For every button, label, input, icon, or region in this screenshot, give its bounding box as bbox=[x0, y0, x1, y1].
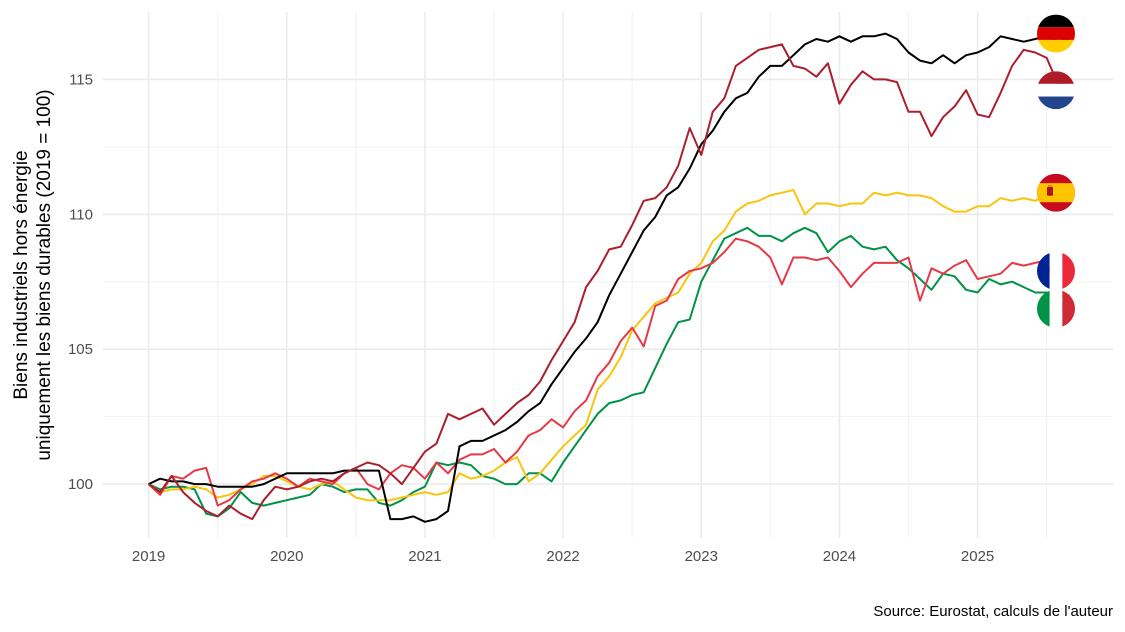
flag-icon-nl bbox=[1037, 71, 1075, 110]
axis-ticks: 100 105 110 115 2019 2020 2021 2022 2023 2024 2025 bbox=[68, 71, 994, 565]
x-tick-label: 2025 bbox=[961, 548, 994, 565]
series-line-nl bbox=[148, 43, 1070, 521]
y-tick-label: 100 bbox=[68, 476, 93, 493]
source-caption: Source: Eurostat, calculs de l'auteur bbox=[873, 603, 1113, 620]
y-tick-label: 105 bbox=[68, 341, 93, 358]
x-tick-label: 2019 bbox=[132, 548, 165, 565]
y-tick-label: 115 bbox=[69, 71, 93, 88]
series-line-de bbox=[148, 32, 1070, 523]
flag-legend bbox=[1037, 14, 1075, 328]
y-axis-title-line1: Biens industriels hors énergie bbox=[11, 150, 32, 399]
x-tick-label: 2023 bbox=[685, 548, 718, 565]
x-tick-label: 2021 bbox=[408, 548, 441, 565]
x-tick-label: 2022 bbox=[546, 548, 579, 565]
grid bbox=[103, 12, 1113, 538]
y-axis-title-line2: uniquement les biens durables (2019 = 10… bbox=[34, 89, 55, 460]
series-line-es bbox=[148, 186, 1071, 502]
x-tick-label: 2024 bbox=[823, 548, 856, 565]
series-line-it bbox=[148, 226, 1071, 518]
series-lines bbox=[147, 32, 1071, 523]
y-tick-label: 110 bbox=[69, 206, 93, 223]
flag-icon-fr bbox=[1037, 252, 1075, 290]
x-tick-label: 2020 bbox=[270, 548, 303, 565]
flag-icon-es bbox=[1037, 173, 1075, 212]
flag-icon-de bbox=[1037, 14, 1075, 53]
flag-icon-it bbox=[1037, 289, 1075, 328]
